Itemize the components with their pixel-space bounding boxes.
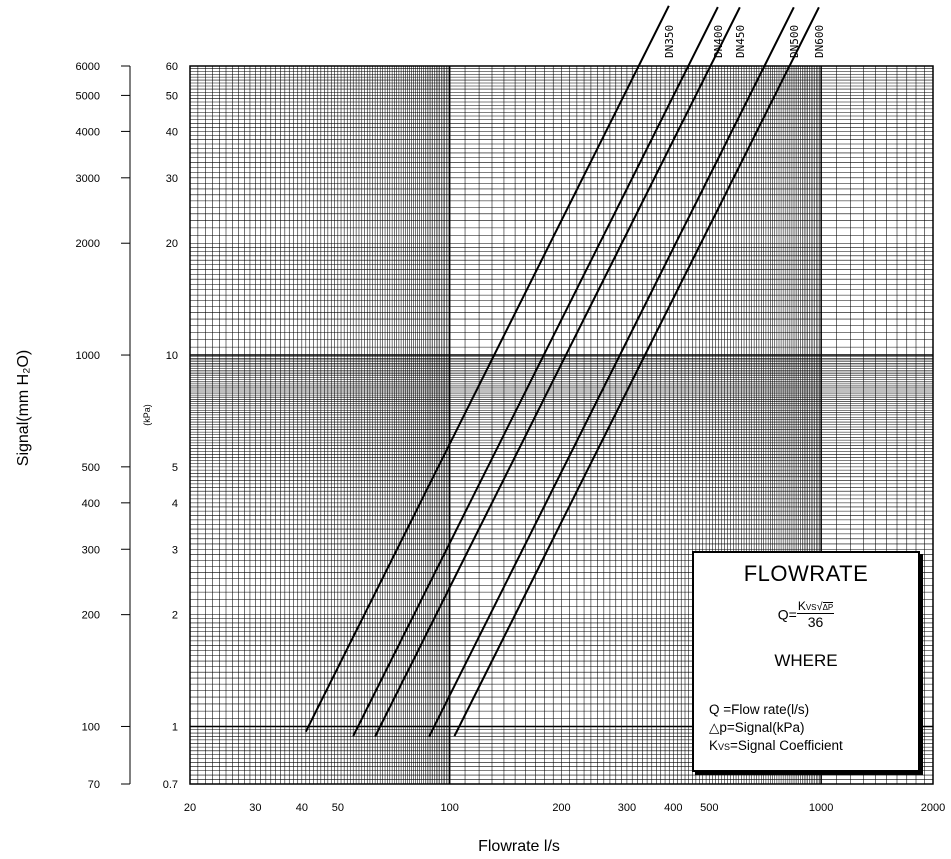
definition-kvs: KVS=Signal Coefficient xyxy=(709,738,843,753)
y-tick-label-kpa: 10 xyxy=(166,350,178,362)
y-tick-label-mmh2o: 200 xyxy=(82,610,100,622)
formula-denominator: 36 xyxy=(807,614,824,630)
y-tick-label-mmh2o: 2000 xyxy=(76,238,100,250)
x-axis-title: Flowrate l/s xyxy=(478,838,560,855)
formula-legend: FLOWRATE Q= KVS√ΔP 36 WHERE Q =Flow rate(l… xyxy=(692,551,920,772)
x-tick-label: 500 xyxy=(700,802,718,814)
flowrate-formula: Q= KVS√ΔP 36 xyxy=(694,599,918,630)
y-tick-label-mmh2o: 5000 xyxy=(76,90,100,102)
axes-layer xyxy=(121,65,131,785)
x-tick-label: 400 xyxy=(664,802,682,814)
series-line-dn400 xyxy=(352,6,719,737)
x-tick-label: 50 xyxy=(332,802,344,814)
x-tick-label: 100 xyxy=(440,802,458,814)
series-line-dn350 xyxy=(304,5,670,733)
formula-fraction: KVS√ΔP 36 xyxy=(796,599,835,630)
formula-lhs: Q= xyxy=(777,606,797,623)
y-tick-label-kpa: 4 xyxy=(172,498,178,510)
y-tick-label-kpa: 20 xyxy=(166,238,178,250)
series-line-dn600 xyxy=(453,6,820,737)
labels-layer: 7010020030040050010002000300040005000600… xyxy=(76,25,946,814)
y-axis-title: Signal(mm H₂O) xyxy=(15,350,32,466)
series-label-dn350: DN350 xyxy=(663,25,676,58)
sqrt-icon: √ xyxy=(816,601,823,613)
formula-numerator: KVS√ΔP xyxy=(796,599,835,614)
y-tick-label-kpa: 3 xyxy=(172,544,178,556)
plot-frame xyxy=(189,65,934,785)
x-tick-label: 1000 xyxy=(809,802,833,814)
kpa-unit-label: (kPa) xyxy=(142,404,152,426)
series-line-dn450 xyxy=(374,6,741,737)
y-tick-label-kpa: 60 xyxy=(166,61,178,73)
legend-title: FLOWRATE xyxy=(743,561,869,586)
y-tick-label-kpa: 30 xyxy=(166,173,178,185)
series-label-dn450: DN450 xyxy=(734,25,747,58)
y-tick-label-mmh2o: 400 xyxy=(82,498,100,510)
series-line-dn500 xyxy=(428,6,795,738)
y-tick-label-mmh2o: 70 xyxy=(88,779,100,791)
x-tick-label: 200 xyxy=(552,802,570,814)
y-tick-label-kpa: 50 xyxy=(166,90,178,102)
x-tick-label: 20 xyxy=(184,802,196,814)
definition-q: Q =Flow rate(l/s) xyxy=(709,702,810,717)
series-label-dn500: DN500 xyxy=(788,25,801,58)
series-label-dn600: DN600 xyxy=(813,25,826,58)
y-tick-label-kpa: 5 xyxy=(172,462,178,474)
x-tick-label: 300 xyxy=(618,802,636,814)
y-tick-label-kpa: 2 xyxy=(172,610,178,622)
x-tick-label: 40 xyxy=(296,802,308,814)
y-tick-label-kpa: 0.7 xyxy=(163,779,178,791)
y-tick-label-mmh2o: 100 xyxy=(82,721,100,733)
y-tick-label-mmh2o: 1000 xyxy=(76,350,100,362)
x-tick-label: 30 xyxy=(249,802,261,814)
y-tick-label-mmh2o: 300 xyxy=(82,544,100,556)
x-tick-label: 2000 xyxy=(921,802,945,814)
y-tick-label-mmh2o: 3000 xyxy=(76,173,100,185)
y-tick-label-kpa: 40 xyxy=(166,126,178,138)
y-tick-label-mmh2o: 500 xyxy=(82,462,100,474)
where-label: WHERE xyxy=(774,651,838,670)
y-tick-label-kpa: 1 xyxy=(172,721,178,733)
definitions-list: Q =Flow rate(l/s) △p=Signal(kPa) KVS=Sig… xyxy=(709,701,843,756)
definition-dp: △p=Signal(kPa) xyxy=(709,720,805,735)
y-tick-label-mmh2o: 6000 xyxy=(76,61,100,73)
series-label-dn400: DN400 xyxy=(712,25,725,58)
series-layer xyxy=(304,5,820,738)
y-tick-label-mmh2o: 4000 xyxy=(76,126,100,138)
